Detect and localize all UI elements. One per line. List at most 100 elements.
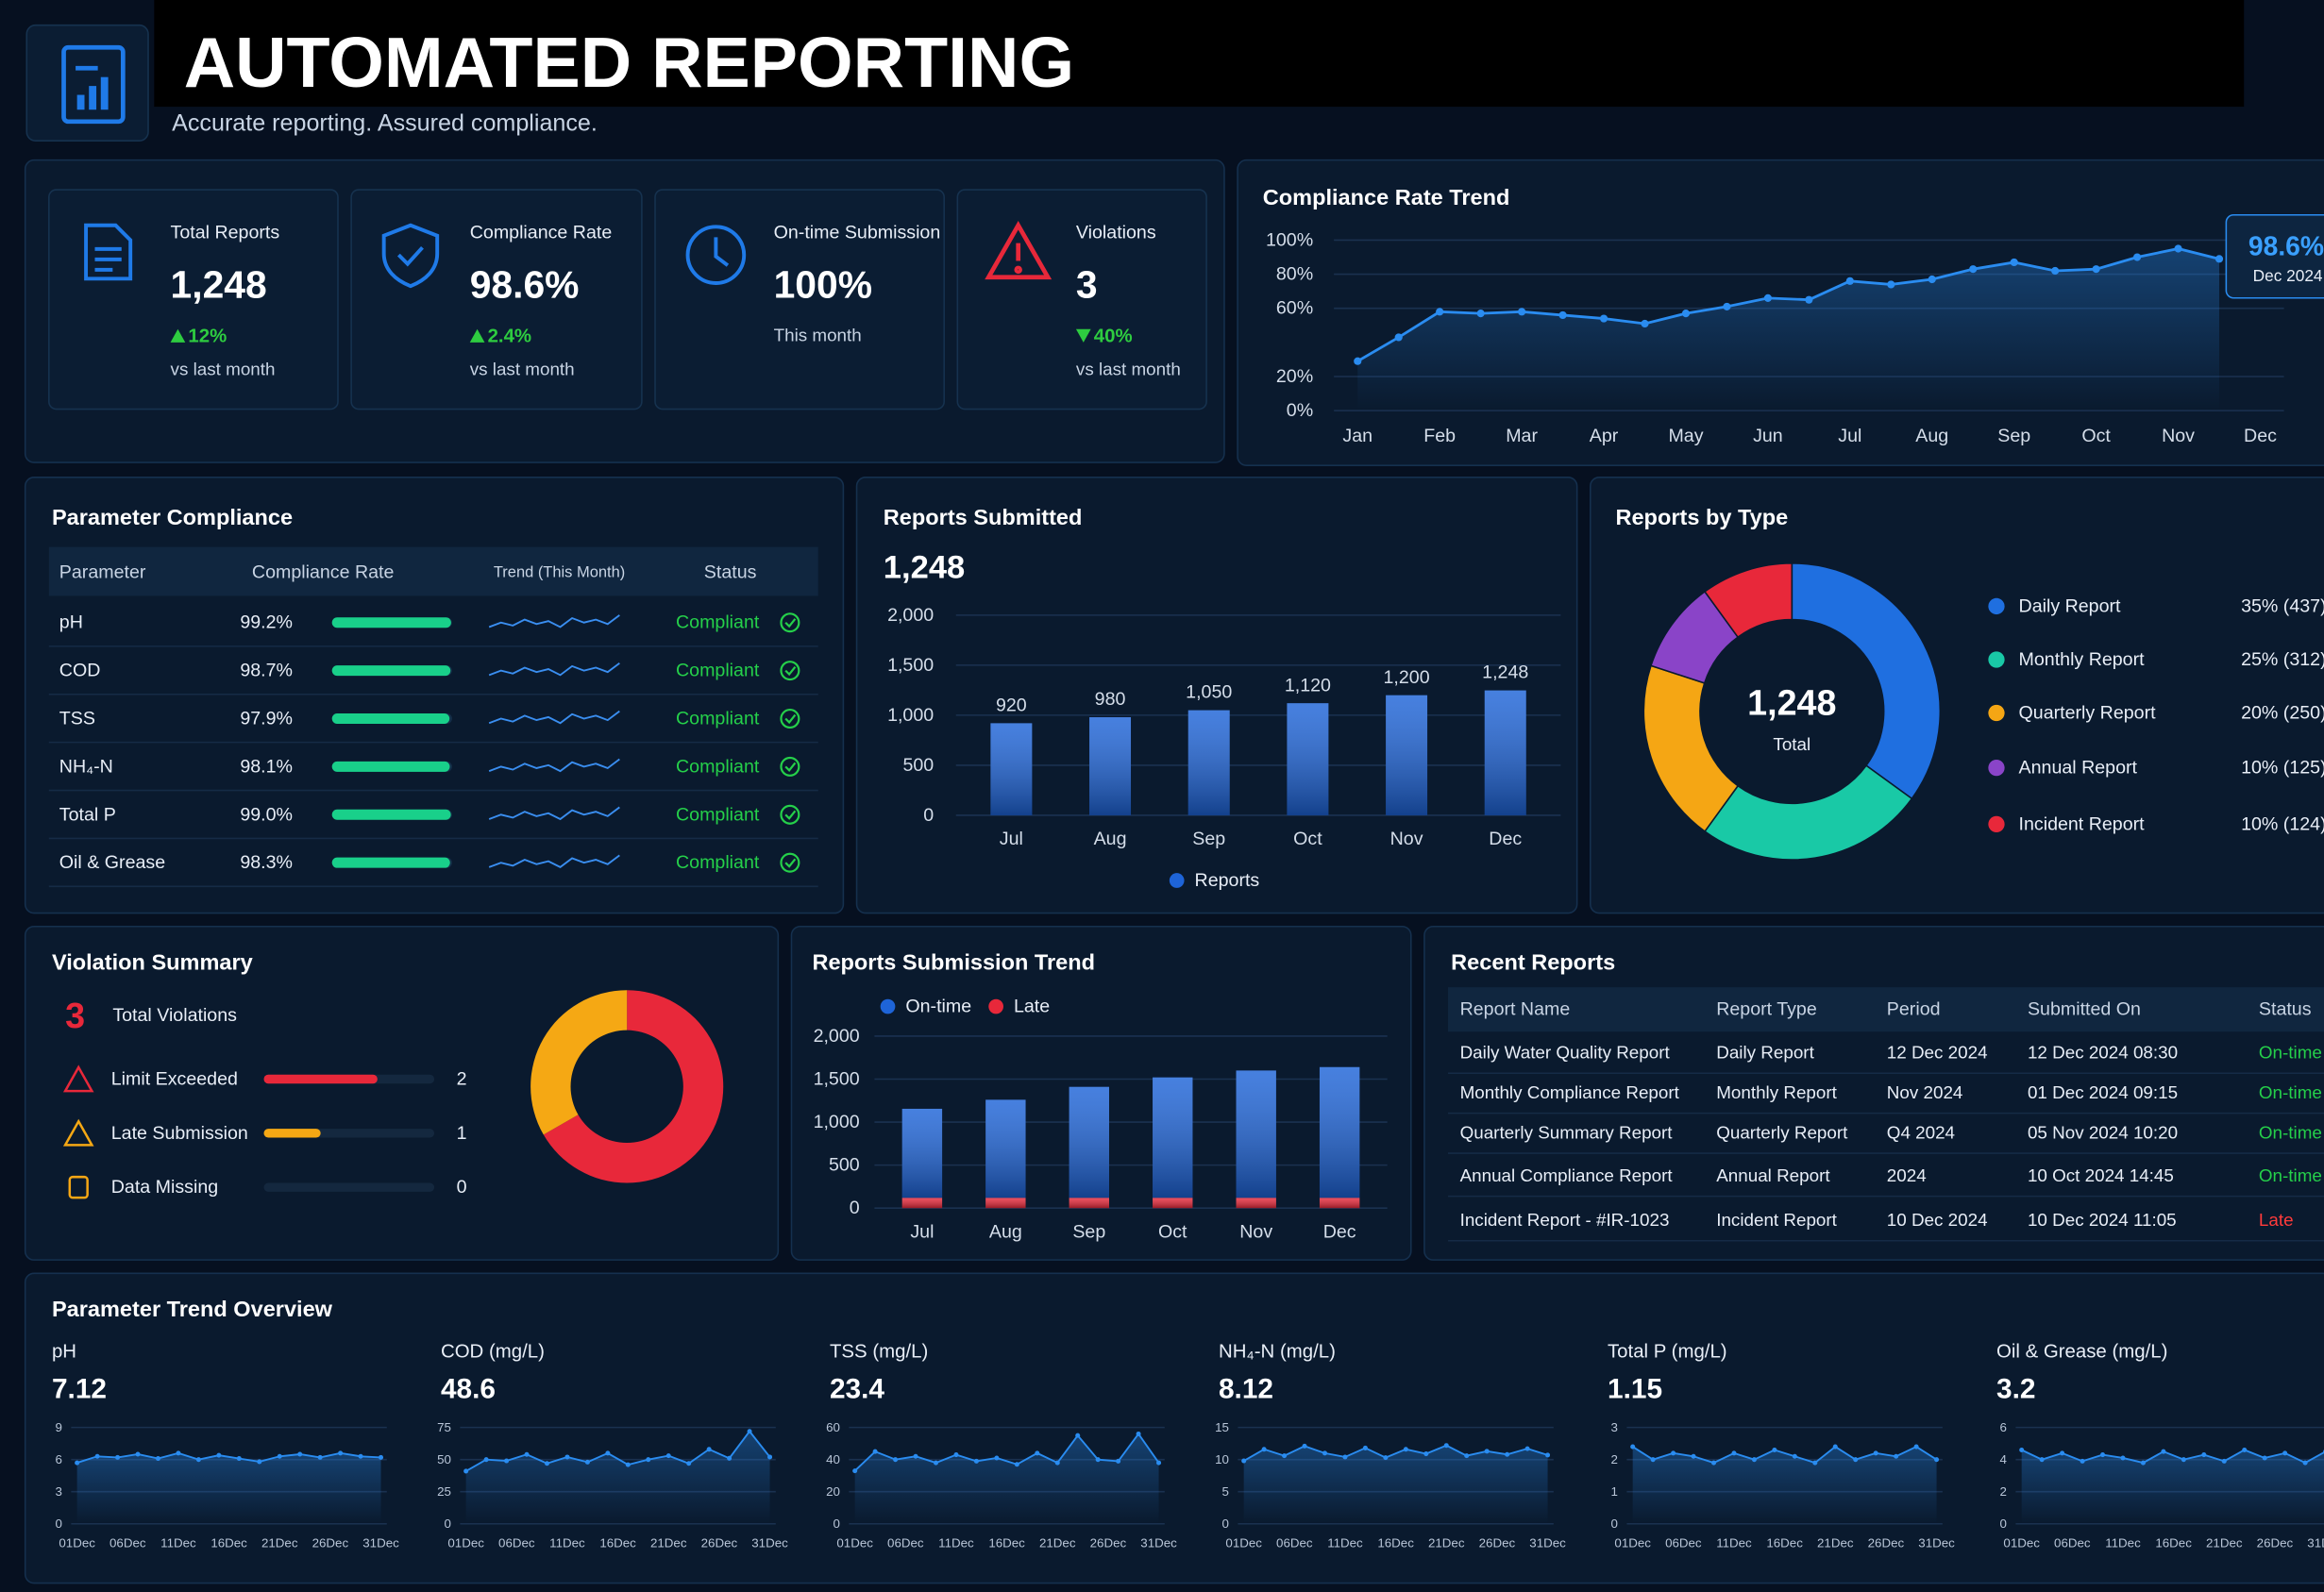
- point: [2221, 1458, 2227, 1464]
- table-cell: 12 Dec 2024: [1887, 1043, 1988, 1063]
- y-tick-label: 1: [1611, 1484, 1618, 1499]
- y-tick-label: 0: [850, 1198, 860, 1218]
- table-cell: 10 Dec 2024: [1887, 1210, 1988, 1230]
- point: [1731, 1450, 1737, 1456]
- x-tick-label: 31Dec: [2307, 1536, 2324, 1550]
- y-tick-label: 2: [1611, 1452, 1618, 1466]
- status: Compliant: [676, 756, 760, 777]
- item-bar: [263, 1129, 321, 1138]
- point: [2201, 1452, 2207, 1458]
- sparkline: [488, 614, 620, 628]
- kpi-card: [350, 189, 643, 411]
- sparkline: [488, 806, 620, 821]
- x-tick-label: 01Dec: [836, 1536, 873, 1550]
- bar-shade: [1089, 717, 1132, 815]
- point: [727, 1455, 733, 1461]
- point: [524, 1451, 530, 1457]
- point: [973, 1458, 979, 1464]
- point: [1403, 1447, 1408, 1452]
- y-tick-label: 2,000: [814, 1026, 860, 1047]
- point: [1630, 1444, 1636, 1450]
- point: [1443, 1443, 1449, 1449]
- status-icon: [780, 661, 800, 681]
- title-bar: [154, 0, 2245, 108]
- x-tick-label: 11Dec: [160, 1536, 196, 1550]
- legend-label: Annual Report: [2019, 758, 2138, 779]
- data-label: 920: [996, 695, 1027, 716]
- status-icon: [780, 612, 800, 633]
- point: [1832, 1444, 1838, 1450]
- x-tick-label: 06Dec: [498, 1536, 535, 1550]
- point: [2120, 1455, 2126, 1461]
- point: [1383, 1455, 1389, 1461]
- area: [1632, 1447, 1937, 1524]
- y-tick-label: 1,000: [814, 1112, 860, 1132]
- table-header: Submitted On: [2028, 999, 2141, 1020]
- point: [1014, 1462, 1019, 1467]
- area: [76, 1452, 381, 1524]
- x-tick-label: Nov: [2162, 426, 2195, 446]
- line: [1632, 1445, 1938, 1465]
- compliance-rate: 98.1%: [240, 756, 293, 777]
- point: [1934, 1457, 1940, 1463]
- bar-shade: [1319, 1066, 1360, 1198]
- point: [2051, 266, 2060, 276]
- donut-segment: [1703, 562, 1794, 639]
- status-check: [784, 858, 797, 868]
- point: [358, 1453, 363, 1459]
- point: [544, 1461, 550, 1466]
- table-cell: Daily Water Quality Report: [1460, 1043, 1671, 1063]
- x-tick-label: Dec: [1323, 1221, 1356, 1242]
- area: [2021, 1450, 2324, 1524]
- page-subtitle: Accurate reporting. Assured compliance.: [172, 109, 598, 136]
- parameter-name: NH₄-N: [59, 756, 113, 777]
- point: [2092, 265, 2100, 274]
- sparkline: [488, 662, 620, 677]
- point: [236, 1456, 242, 1462]
- y-tick-label: 60%: [1276, 298, 1313, 319]
- table-header: Trend (This Month): [494, 563, 625, 580]
- point: [1671, 1450, 1676, 1456]
- x-tick-label: Aug: [1094, 829, 1127, 849]
- point: [1751, 1457, 1757, 1463]
- rate-bar: [331, 665, 451, 677]
- x-tick-label: 16Dec: [1377, 1536, 1414, 1550]
- point: [1792, 1453, 1797, 1459]
- point: [115, 1454, 121, 1460]
- point: [706, 1447, 712, 1452]
- point: [1812, 1460, 1818, 1466]
- current-value: 7.12: [52, 1373, 107, 1404]
- current-value: 23.4: [830, 1373, 884, 1404]
- y-tick-label: 0: [445, 1517, 451, 1531]
- x-tick-label: 16Dec: [1766, 1536, 1803, 1550]
- table-header: Report Name: [1460, 999, 1571, 1020]
- point: [1723, 302, 1731, 310]
- kpi-note: This month: [774, 325, 862, 344]
- point: [2140, 1460, 2146, 1466]
- point: [1095, 1457, 1101, 1463]
- chart-title: NH₄-N (mg/L): [1219, 1342, 1336, 1363]
- y-tick-label: 0: [56, 1517, 62, 1531]
- point: [2039, 1457, 2045, 1463]
- x-tick-label: 01Dec: [59, 1536, 95, 1550]
- x-tick-label: Jun: [1753, 426, 1783, 446]
- point: [1969, 265, 1978, 274]
- point: [176, 1450, 181, 1456]
- panel-title: Recent Reports: [1451, 949, 1615, 974]
- bar-shade: [1187, 710, 1230, 815]
- table-cell: 12 Dec 2024 08:30: [2028, 1043, 2178, 1063]
- donut-segment: [1703, 764, 1913, 861]
- item-label: Limit Exceeded: [111, 1069, 238, 1090]
- x-tick-label: 06Dec: [109, 1536, 146, 1550]
- point: [2100, 1452, 2106, 1458]
- point: [893, 1457, 899, 1463]
- point: [297, 1451, 303, 1457]
- point: [1354, 357, 1362, 365]
- point: [1763, 293, 1772, 302]
- violation-donut-segment: [543, 990, 724, 1183]
- y-tick-label: 100%: [1266, 229, 1313, 250]
- point: [1928, 275, 1936, 284]
- rate-bar: [331, 809, 451, 820]
- point: [646, 1457, 651, 1463]
